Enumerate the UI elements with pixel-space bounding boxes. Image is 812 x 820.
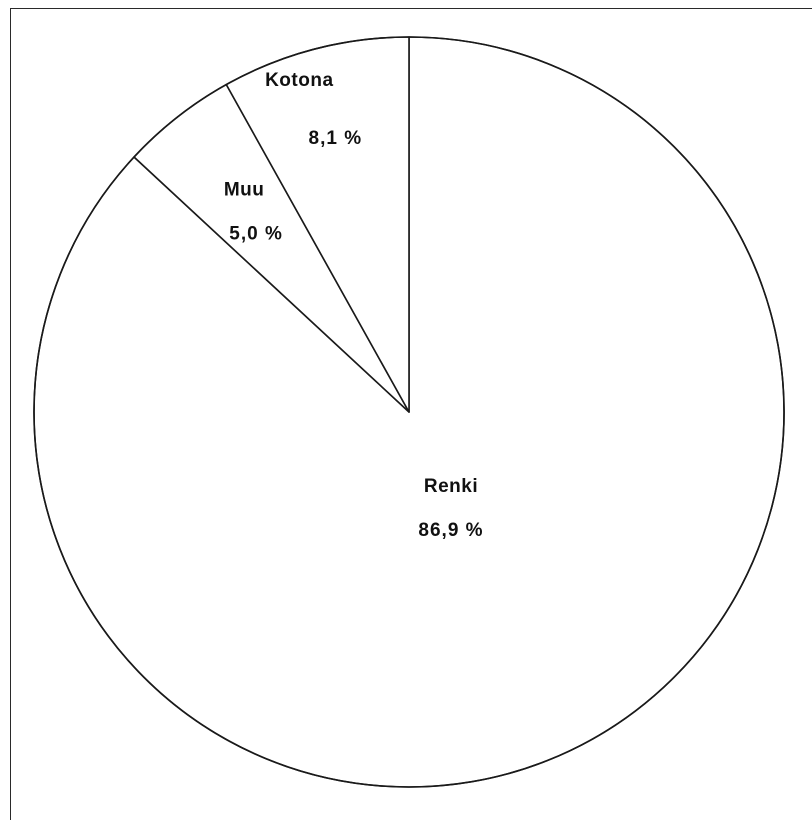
slice-value-muu: 5,0 % (229, 223, 283, 244)
pie-slices (33, 36, 785, 788)
slice-label-kotona: Kotona (265, 70, 333, 91)
pie-labels: Renki 86,9 % Muu 5,0 % Kotona 8,1 % (224, 70, 483, 541)
slice-label-renki: Renki (424, 476, 478, 497)
slice-value-renki: 86,9 % (418, 520, 483, 541)
figure-frame (10, 8, 812, 820)
slice-label-muu: Muu (224, 179, 265, 200)
slice-value-kotona: 8,1 % (309, 128, 363, 149)
pie-outline (33, 36, 785, 788)
